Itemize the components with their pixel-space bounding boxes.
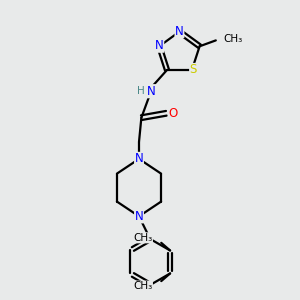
Text: N: N [147, 85, 155, 98]
Text: O: O [168, 107, 178, 120]
Text: S: S [190, 64, 197, 76]
Text: CH₃: CH₃ [133, 281, 152, 291]
Text: N: N [175, 25, 184, 38]
Text: N: N [135, 152, 143, 165]
Text: H: H [136, 85, 144, 96]
Text: CH₃: CH₃ [133, 233, 152, 243]
Text: CH₃: CH₃ [223, 34, 242, 44]
Text: N: N [135, 210, 143, 223]
Text: N: N [155, 39, 164, 52]
